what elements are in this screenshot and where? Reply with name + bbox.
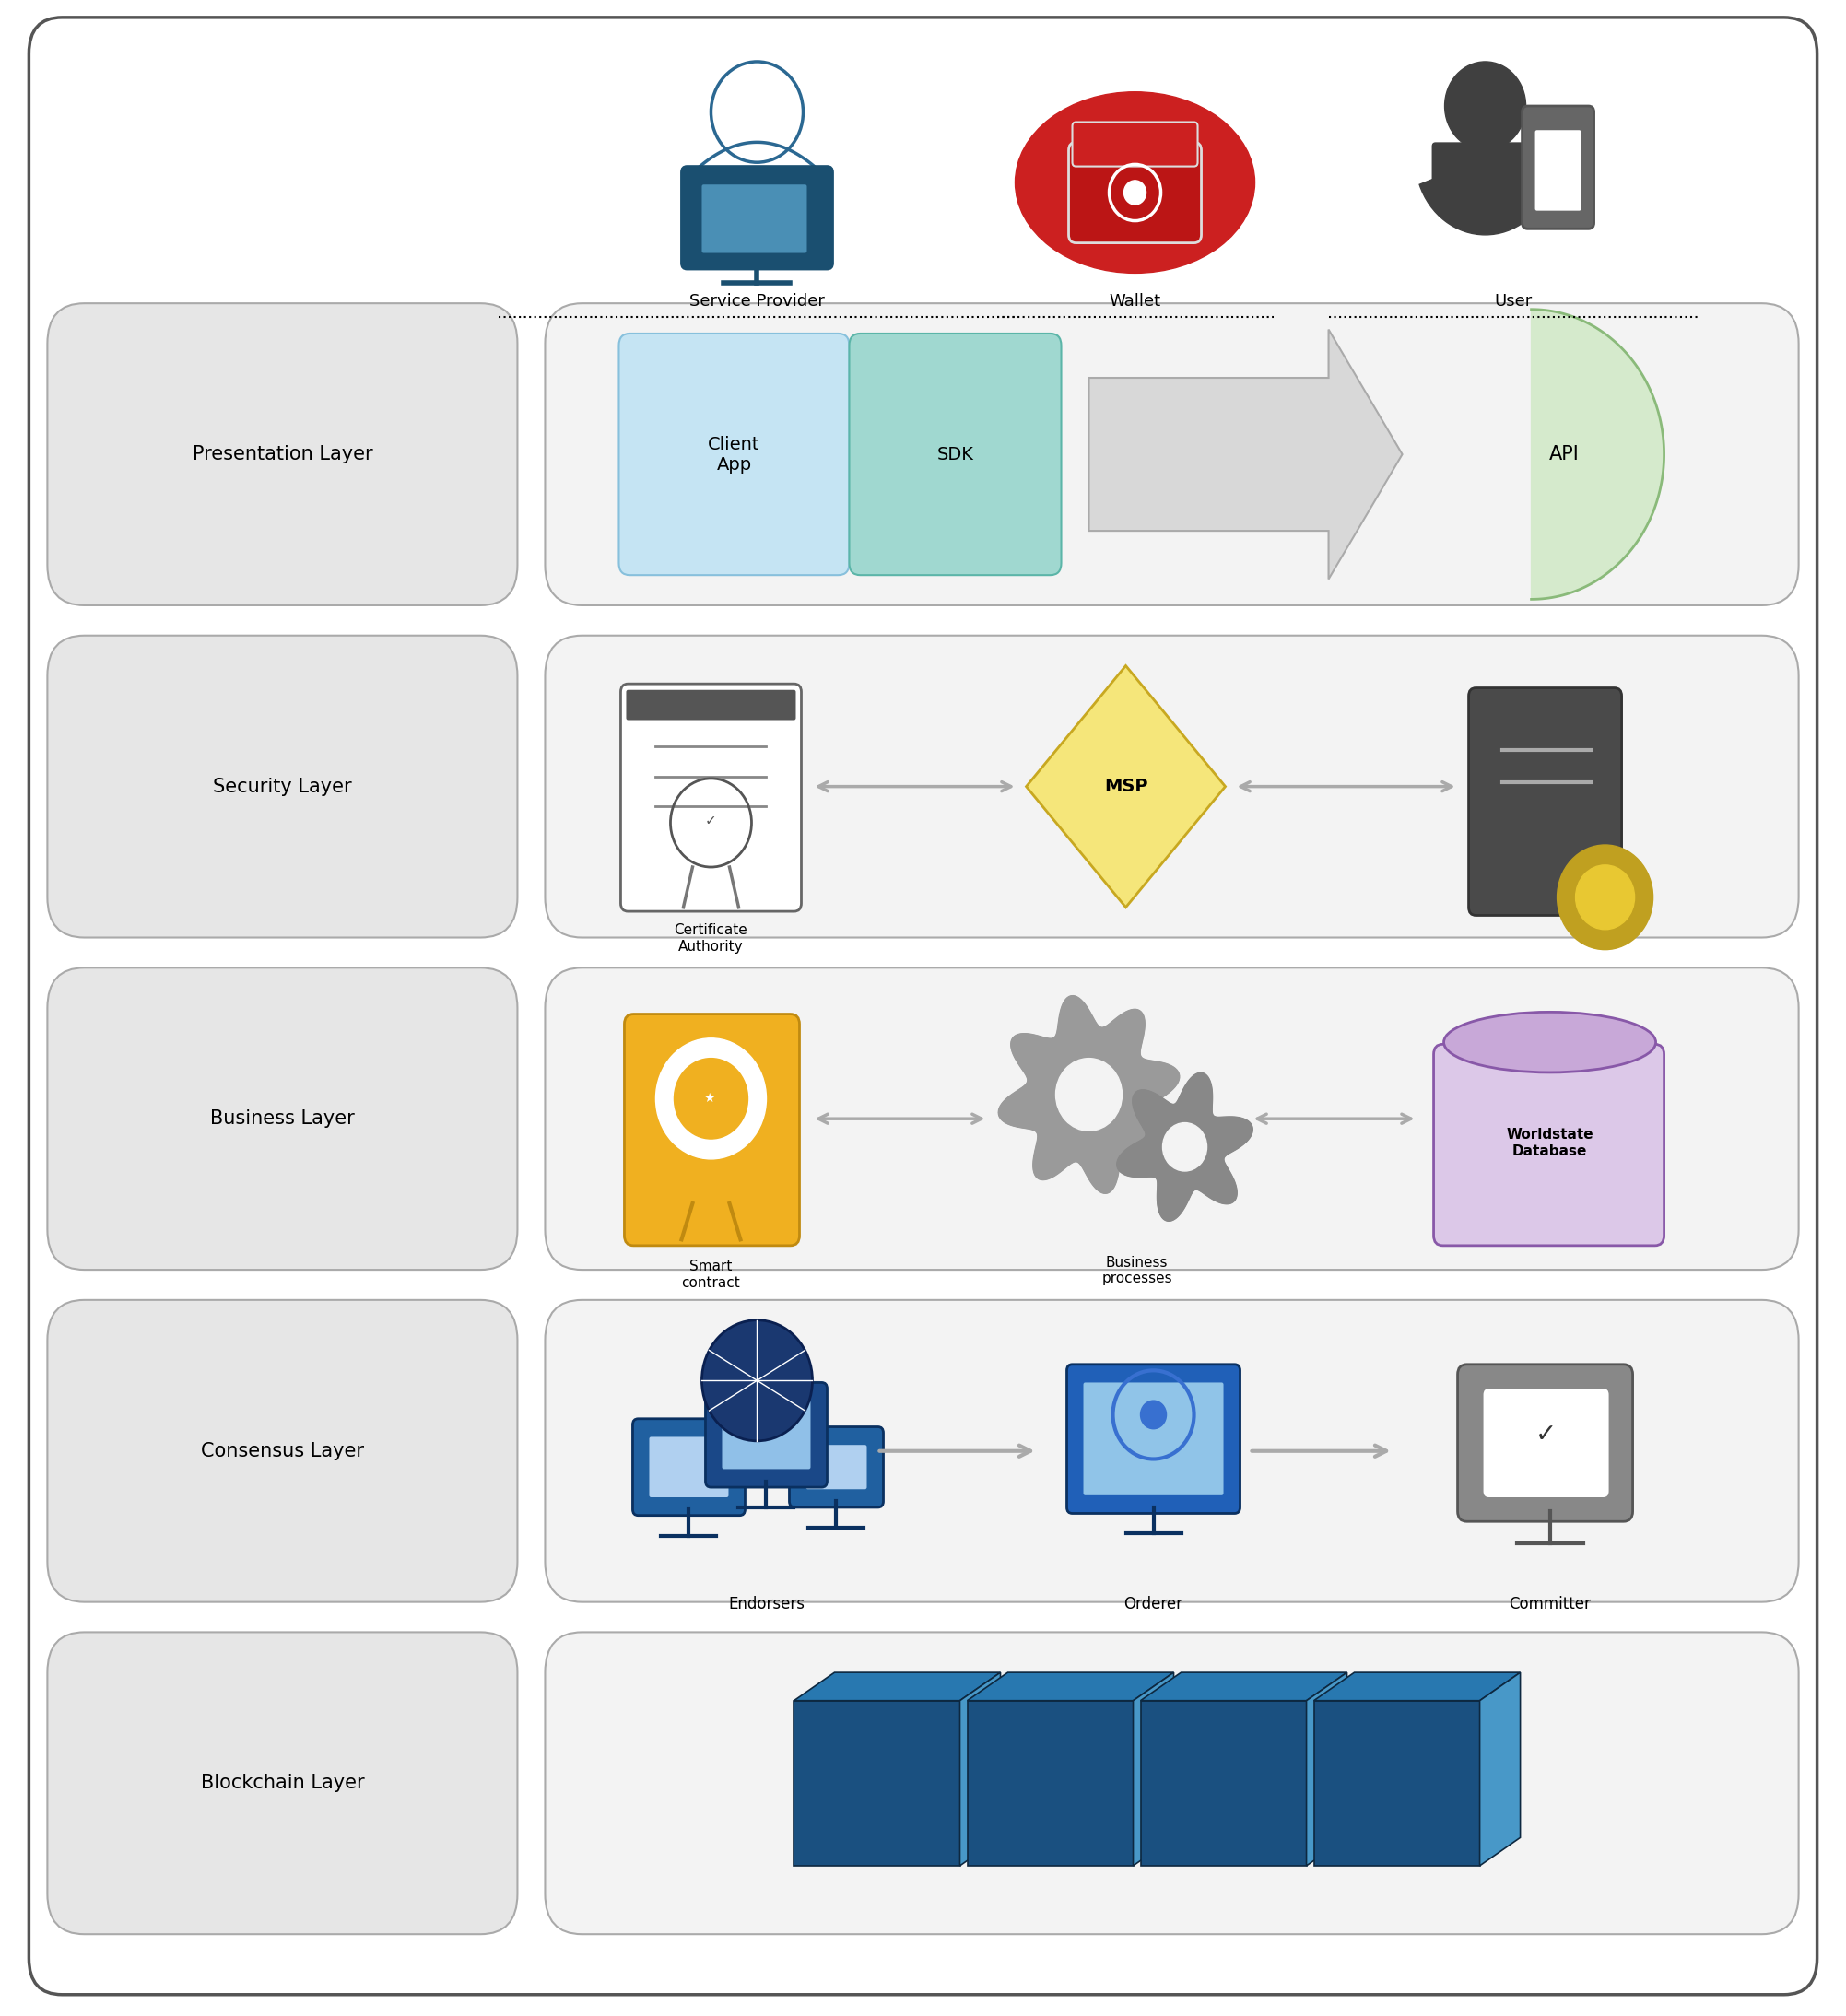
Text: Wallet: Wallet	[1109, 292, 1161, 310]
FancyBboxPatch shape	[849, 333, 1061, 575]
Polygon shape	[967, 1702, 1133, 1865]
Circle shape	[1445, 62, 1527, 151]
Text: Consensus Layer: Consensus Layer	[201, 1441, 364, 1460]
Polygon shape	[960, 1673, 1001, 1865]
Text: Presentation Layer: Presentation Layer	[192, 446, 373, 464]
FancyBboxPatch shape	[1084, 1383, 1224, 1496]
FancyBboxPatch shape	[1536, 131, 1582, 212]
Polygon shape	[1480, 1673, 1521, 1865]
FancyBboxPatch shape	[1073, 123, 1198, 167]
Circle shape	[701, 1320, 812, 1441]
Circle shape	[674, 1058, 748, 1139]
FancyBboxPatch shape	[1523, 107, 1593, 228]
Polygon shape	[1314, 1702, 1480, 1865]
Circle shape	[1124, 181, 1146, 206]
FancyBboxPatch shape	[701, 185, 807, 252]
Text: Worldstate
Database: Worldstate Database	[1506, 1129, 1593, 1157]
FancyBboxPatch shape	[48, 302, 517, 605]
Text: Smart
contract: Smart contract	[681, 1260, 740, 1290]
Text: Service Provider: Service Provider	[689, 292, 825, 310]
Polygon shape	[1117, 1073, 1253, 1222]
Polygon shape	[794, 1702, 960, 1865]
FancyBboxPatch shape	[650, 1437, 729, 1498]
Polygon shape	[1141, 1702, 1307, 1865]
Text: ✓: ✓	[1536, 1421, 1556, 1447]
FancyBboxPatch shape	[545, 1633, 1798, 1933]
Text: MSP: MSP	[1104, 778, 1148, 794]
Polygon shape	[967, 1673, 1174, 1702]
FancyBboxPatch shape	[705, 1383, 827, 1488]
Polygon shape	[1141, 1673, 1348, 1702]
Circle shape	[1576, 865, 1634, 929]
FancyBboxPatch shape	[48, 1300, 517, 1603]
Polygon shape	[1532, 308, 1663, 599]
FancyBboxPatch shape	[48, 1633, 517, 1933]
FancyBboxPatch shape	[1458, 1365, 1632, 1522]
FancyBboxPatch shape	[633, 1419, 746, 1516]
FancyBboxPatch shape	[626, 689, 796, 720]
Polygon shape	[1026, 665, 1226, 907]
FancyBboxPatch shape	[1484, 1389, 1608, 1498]
FancyBboxPatch shape	[681, 167, 833, 268]
Text: Blockchain Layer: Blockchain Layer	[201, 1774, 364, 1792]
Ellipse shape	[1015, 93, 1255, 272]
FancyBboxPatch shape	[722, 1401, 810, 1470]
Circle shape	[1056, 1058, 1122, 1131]
FancyBboxPatch shape	[545, 635, 1798, 937]
Polygon shape	[1307, 1673, 1348, 1865]
FancyBboxPatch shape	[1069, 143, 1202, 242]
Text: Certificate
Authority: Certificate Authority	[674, 923, 748, 954]
FancyBboxPatch shape	[545, 302, 1798, 605]
Text: Business
processes: Business processes	[1102, 1256, 1172, 1286]
FancyBboxPatch shape	[545, 968, 1798, 1270]
Text: User: User	[1493, 292, 1532, 310]
Polygon shape	[1314, 1673, 1521, 1702]
Polygon shape	[794, 1673, 1001, 1702]
Wedge shape	[1420, 159, 1551, 234]
FancyBboxPatch shape	[624, 1014, 799, 1246]
FancyBboxPatch shape	[48, 968, 517, 1270]
Ellipse shape	[1444, 1012, 1656, 1073]
FancyBboxPatch shape	[807, 1445, 868, 1490]
FancyBboxPatch shape	[620, 683, 801, 911]
FancyBboxPatch shape	[790, 1427, 884, 1508]
FancyBboxPatch shape	[618, 333, 849, 575]
Text: Business Layer: Business Layer	[210, 1109, 354, 1129]
Text: Endorsers: Endorsers	[727, 1597, 805, 1613]
FancyBboxPatch shape	[1067, 1365, 1241, 1514]
FancyBboxPatch shape	[1432, 143, 1532, 208]
Circle shape	[1141, 1401, 1167, 1429]
Circle shape	[655, 1038, 766, 1159]
FancyBboxPatch shape	[545, 1300, 1798, 1603]
Text: SDK: SDK	[938, 446, 973, 464]
Text: ✓: ✓	[705, 814, 716, 829]
Text: Client
App: Client App	[709, 435, 761, 474]
Circle shape	[1558, 845, 1652, 950]
FancyBboxPatch shape	[48, 635, 517, 937]
Text: Security Layer: Security Layer	[212, 778, 353, 796]
Polygon shape	[1133, 1673, 1174, 1865]
Text: ★: ★	[703, 1093, 714, 1105]
Text: Committer: Committer	[1508, 1597, 1591, 1613]
Polygon shape	[999, 996, 1180, 1193]
Text: API: API	[1549, 446, 1580, 464]
FancyBboxPatch shape	[1434, 1044, 1663, 1246]
Polygon shape	[1089, 329, 1403, 579]
Text: Orderer: Orderer	[1124, 1597, 1183, 1613]
Circle shape	[1163, 1123, 1207, 1171]
FancyBboxPatch shape	[1469, 687, 1621, 915]
FancyBboxPatch shape	[30, 18, 1816, 1994]
